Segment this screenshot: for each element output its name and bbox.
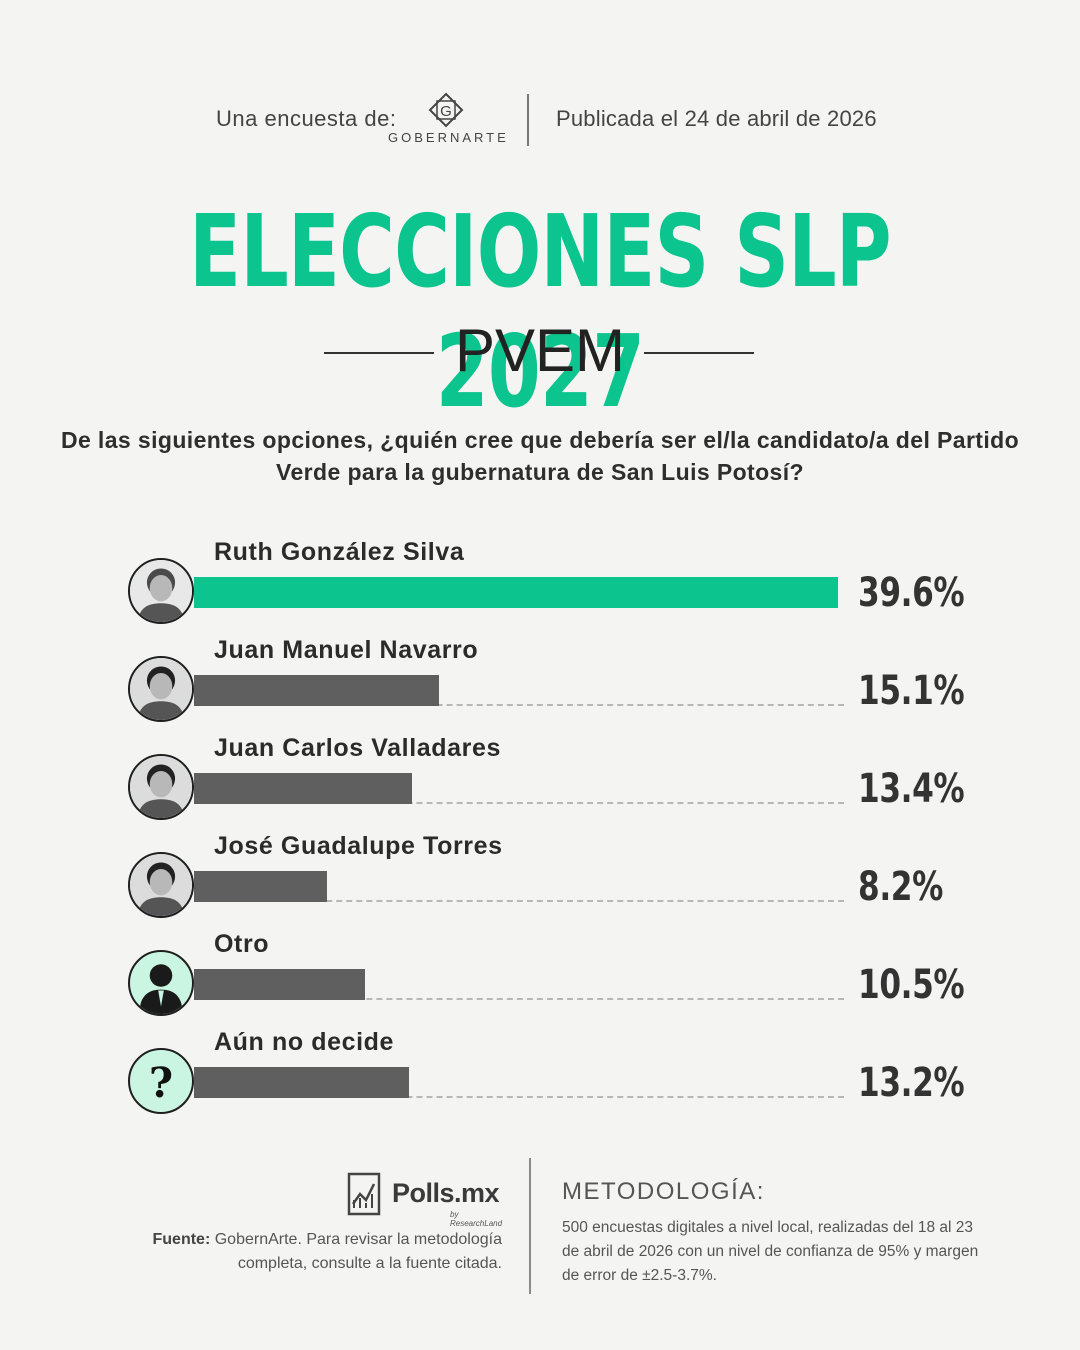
methodology-text: 500 encuestas digitales a nivel local, r… xyxy=(562,1219,979,1284)
polls-brand-sub: by ResearchLand xyxy=(450,1210,503,1228)
bar xyxy=(194,969,365,1000)
subtitle-row: PVEM xyxy=(0,318,1080,384)
value-label: 15.1% xyxy=(858,668,965,714)
candidate-avatar-photo-icon xyxy=(128,852,194,918)
value-label: 10.5% xyxy=(858,962,965,1008)
gobernarte-logo-icon: G xyxy=(428,92,464,128)
candidate-avatar-photo-icon xyxy=(128,754,194,820)
bar xyxy=(194,577,838,608)
bar xyxy=(194,675,440,706)
candidate-avatar-silhouette-icon xyxy=(128,950,194,1016)
polls-logo: Polls.mx by ResearchLand xyxy=(346,1170,506,1228)
candidate-avatar-question-icon: ? xyxy=(128,1048,194,1114)
subtitle-rule-left xyxy=(324,352,434,354)
subtitle-rule-right xyxy=(644,352,754,354)
header: Una encuesta de: G GOBERNARTE Publicada … xyxy=(0,92,1080,152)
value-label: 39.6% xyxy=(858,570,965,616)
source-text: GobernArte. Para revisar la metodología … xyxy=(214,1231,502,1272)
bar xyxy=(194,1067,409,1098)
candidate-avatar-photo-icon xyxy=(128,558,194,624)
polls-brand: Polls.mx xyxy=(392,1178,500,1208)
gobernarte-logo: G GOBERNARTE xyxy=(388,92,506,152)
page-subtitle: PVEM xyxy=(454,317,626,384)
dashed-guide xyxy=(276,998,844,1000)
survey-intro: Una encuesta de: xyxy=(216,106,397,131)
candidate-name: Juan Manuel Navarro xyxy=(214,636,479,664)
header-divider xyxy=(527,94,529,146)
source-note: Fuente: GobernArte. Para revisar la meto… xyxy=(120,1228,503,1276)
bar xyxy=(194,871,328,902)
value-label: 13.2% xyxy=(858,1060,965,1106)
candidate-name: José Guadalupe Torres xyxy=(214,832,503,860)
candidate-name: Ruth González Silva xyxy=(214,538,465,566)
value-label: 13.4% xyxy=(858,766,965,812)
gobernarte-logo-text: GOBERNARTE xyxy=(388,130,509,145)
svg-text:G: G xyxy=(440,103,452,120)
dashed-guide xyxy=(276,900,844,902)
dashed-guide xyxy=(276,704,844,706)
value-label: 8.2% xyxy=(858,864,943,910)
candidate-avatar-photo-icon xyxy=(128,656,194,722)
source-label: Fuente: xyxy=(152,1231,211,1248)
svg-text:?: ? xyxy=(149,1058,173,1107)
candidate-name: Juan Carlos Valladares xyxy=(214,734,501,762)
footer: Polls.mx by ResearchLand Fuente: GobernA… xyxy=(0,1158,1080,1308)
dashed-guide xyxy=(276,802,844,804)
polls-chart-icon xyxy=(347,1172,381,1216)
survey-question: De las siguientes opciones, ¿quién cree … xyxy=(60,427,1020,485)
bar xyxy=(194,773,412,804)
footer-divider xyxy=(529,1158,531,1294)
methodology-title: METODOLOGÍA: xyxy=(562,1178,765,1205)
candidate-name: Aún no decide xyxy=(214,1028,395,1056)
page-title: ELECCIONES SLP 2027 xyxy=(189,193,891,430)
candidate-name: Otro xyxy=(214,930,270,958)
dashed-guide xyxy=(276,1096,844,1098)
published-date: Publicada el 24 de abril de 2026 xyxy=(556,106,877,131)
